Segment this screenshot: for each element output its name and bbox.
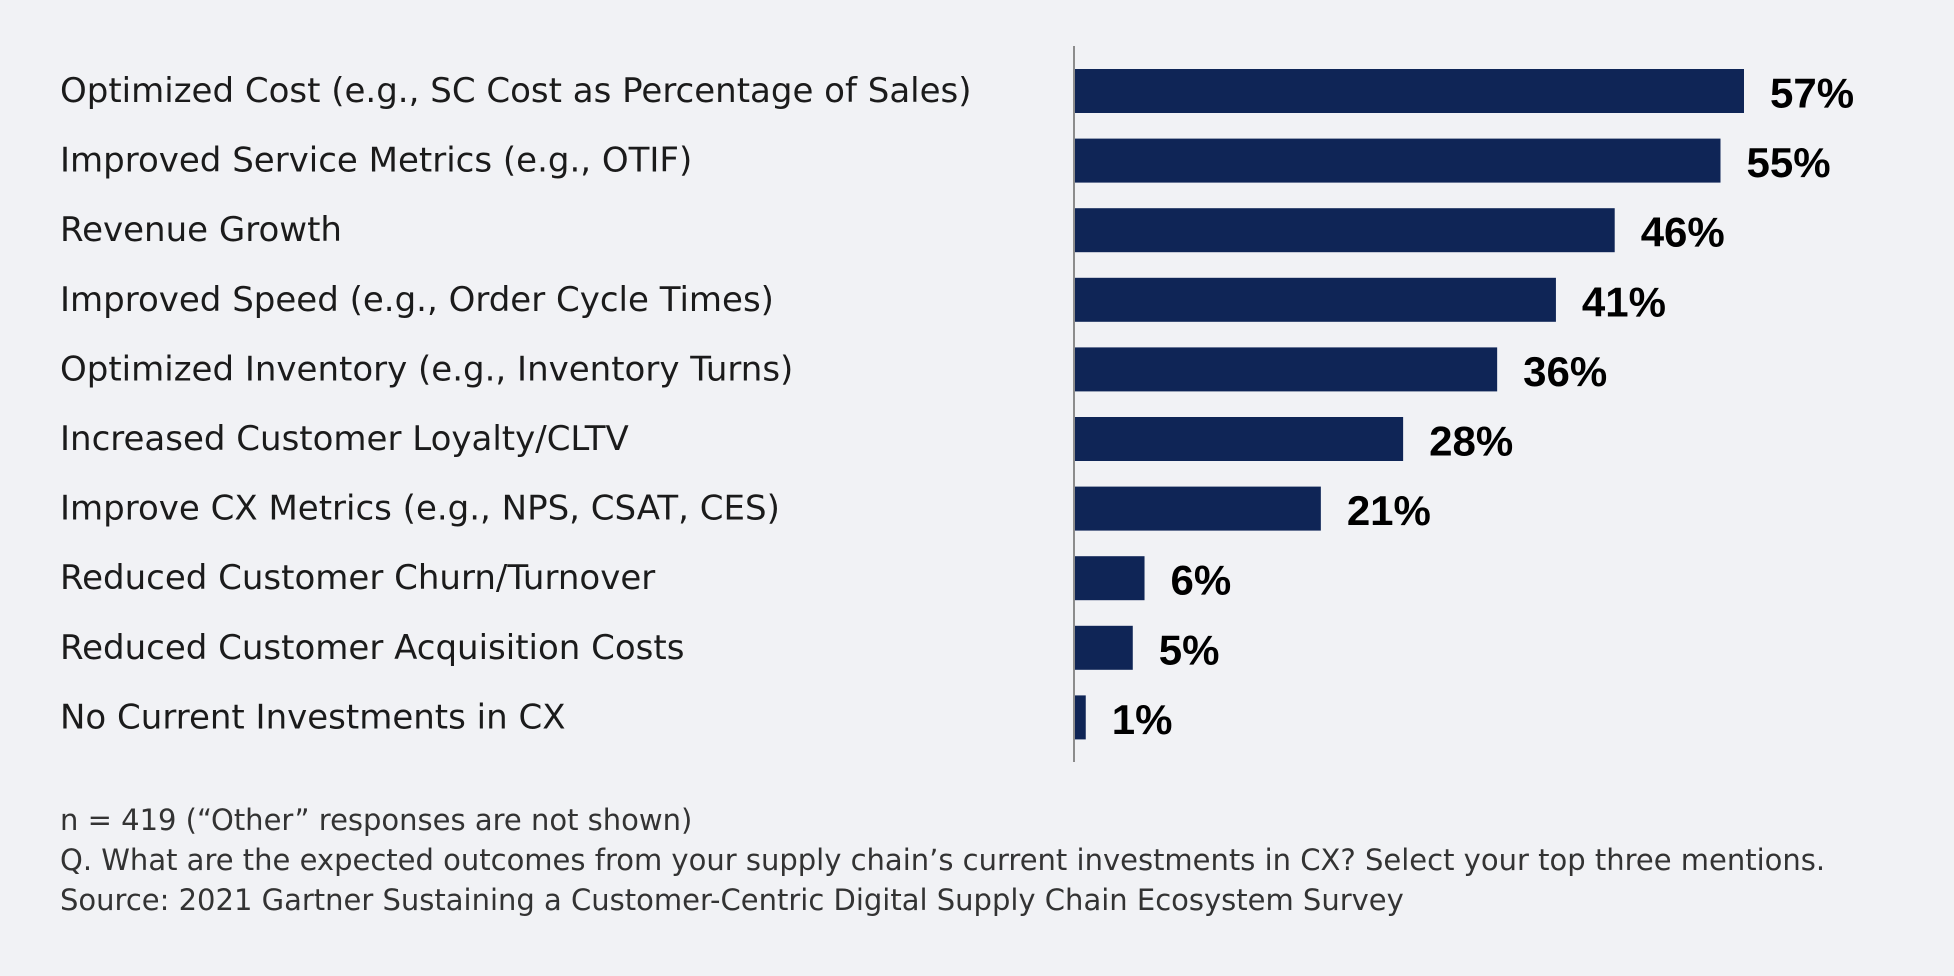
category-label: Improved Speed (e.g., Order Cycle Times) bbox=[60, 280, 774, 320]
value-label: 55% bbox=[1746, 139, 1830, 186]
bar bbox=[1074, 556, 1145, 601]
category-label: Revenue Growth bbox=[60, 210, 342, 250]
category-label: Reduced Customer Churn/Turnover bbox=[60, 558, 655, 598]
category-label: Optimized Cost (e.g., SC Cost as Percent… bbox=[60, 71, 972, 111]
value-label: 41% bbox=[1582, 278, 1666, 325]
value-label: 46% bbox=[1641, 209, 1725, 256]
value-label: 5% bbox=[1159, 626, 1220, 673]
chart-svg: Optimized Cost (e.g., SC Cost as Percent… bbox=[60, 46, 1854, 762]
category-label: No Current Investments in CX bbox=[60, 697, 565, 737]
bar bbox=[1074, 69, 1744, 113]
bar bbox=[1074, 417, 1404, 461]
category-label: Increased Customer Loyalty/CLTV bbox=[60, 419, 629, 459]
survey-question-note: Q. What are the expected outcomes from y… bbox=[60, 843, 1826, 877]
footnotes: n = 419 (“Other” responses are not shown… bbox=[60, 800, 1920, 920]
value-label: 36% bbox=[1523, 348, 1607, 395]
value-label: 6% bbox=[1171, 557, 1232, 604]
bar bbox=[1074, 208, 1615, 253]
category-label: Improve CX Metrics (e.g., NPS, CSAT, CES… bbox=[60, 489, 780, 529]
source-note: Source: 2021 Gartner Sustaining a Custom… bbox=[60, 883, 1404, 917]
category-label: Reduced Customer Acquisition Costs bbox=[60, 628, 684, 668]
bar bbox=[1074, 347, 1498, 392]
bar bbox=[1074, 695, 1086, 740]
bar bbox=[1074, 277, 1556, 322]
sample-size-note: n = 419 (“Other” responses are not shown… bbox=[60, 803, 693, 837]
bar bbox=[1074, 138, 1721, 183]
bar-chart: Optimized Cost (e.g., SC Cost as Percent… bbox=[60, 46, 1854, 762]
category-label: Improved Service Metrics (e.g., OTIF) bbox=[60, 141, 692, 181]
value-label: 1% bbox=[1112, 696, 1173, 743]
bar bbox=[1074, 486, 1321, 531]
category-label: Optimized Inventory (e.g., Inventory Tur… bbox=[60, 349, 793, 389]
value-label: 28% bbox=[1429, 418, 1513, 465]
bar bbox=[1074, 625, 1133, 670]
value-label: 21% bbox=[1347, 487, 1431, 534]
value-label: 57% bbox=[1770, 70, 1854, 117]
